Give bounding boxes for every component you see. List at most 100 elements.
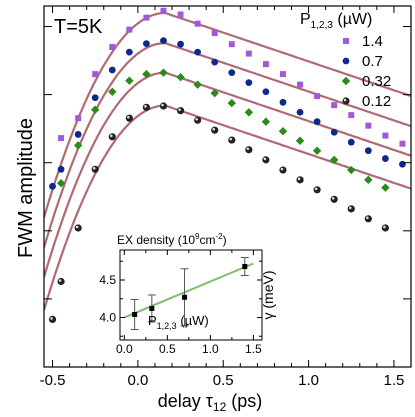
inset-top-label: EX density (109cm-2) bbox=[117, 232, 227, 247]
data-point-0.12-highlight bbox=[280, 167, 284, 171]
data-point-0.12-highlight bbox=[383, 225, 386, 229]
data-point-1.4 bbox=[279, 71, 286, 78]
legend-label-0.32: 0.32 bbox=[362, 73, 391, 90]
inset-plot: 0.0 0.5 1.0 1.5 4.0 4.5 EX density (109cm-2)… bbox=[99, 218, 280, 356]
data-point-0.32 bbox=[329, 155, 339, 165]
data-point-1.4 bbox=[160, 7, 167, 14]
data-point-0.12-highlight bbox=[246, 147, 250, 151]
inset-data-point bbox=[132, 312, 138, 317]
data-point-1.4 bbox=[92, 71, 99, 78]
legend-label-0.12: 0.12 bbox=[362, 93, 391, 110]
fit-curve-0.32 bbox=[44, 71, 411, 278]
data-point-0.32 bbox=[56, 179, 66, 188]
data-point-0.12 bbox=[313, 186, 321, 194]
data-point-0.7 bbox=[125, 48, 133, 56]
annotation-temperature: T=5K bbox=[54, 16, 103, 38]
data-point-0.12 bbox=[142, 103, 151, 111]
inset-background bbox=[106, 218, 280, 355]
data-point-1.4 bbox=[109, 44, 116, 51]
data-point-1.4 bbox=[194, 20, 201, 27]
data-point-0.32 bbox=[159, 68, 168, 77]
data-point-0.7 bbox=[49, 182, 56, 190]
data-point-0.12 bbox=[176, 107, 185, 115]
data-point-0.12 bbox=[347, 205, 355, 213]
data-point-0.7 bbox=[279, 98, 287, 106]
inset-x-tick-label: 0.0 bbox=[116, 342, 133, 356]
data-point-1.4 bbox=[58, 135, 65, 142]
legend-marker-0.32 bbox=[341, 76, 351, 86]
x-tick-label: 1.5 bbox=[384, 372, 405, 389]
data-point-1.4 bbox=[331, 102, 338, 109]
data-point-0.7 bbox=[228, 69, 236, 77]
data-point-0.12-highlight bbox=[314, 187, 318, 191]
inset-fit-line bbox=[123, 262, 254, 319]
data-point-0.12 bbox=[296, 176, 304, 184]
x-tick-label: 1.0 bbox=[298, 372, 319, 389]
inset-y-tick-label: 4.5 bbox=[99, 273, 116, 287]
data-point-0.32 bbox=[108, 87, 117, 96]
data-point-0.12-highlight bbox=[195, 117, 198, 121]
data-point-0.12-highlight bbox=[229, 137, 233, 141]
legend: 1.4 0.7 0.32 0.12 bbox=[341, 33, 391, 110]
inset-x-axis-label: P1,2,3 (µW) bbox=[148, 313, 209, 331]
data-point-0.32 bbox=[261, 117, 271, 126]
data-point-1.4 bbox=[143, 14, 150, 21]
x-tick-label: -0.5 bbox=[40, 372, 66, 389]
inset-y-tick-label: 4.0 bbox=[99, 311, 116, 325]
legend-marker-0.7 bbox=[342, 57, 350, 65]
data-point-1.4 bbox=[348, 112, 355, 119]
inset-frame bbox=[119, 249, 263, 341]
data-point-0.12-highlight bbox=[127, 115, 130, 119]
data-point-0.32 bbox=[193, 80, 202, 89]
data-point-1.4 bbox=[365, 122, 372, 129]
data-point-0.7 bbox=[211, 58, 219, 66]
data-point-0.12-highlight bbox=[58, 279, 62, 282]
data-point-1.4 bbox=[262, 61, 269, 68]
legend-label-1.4: 1.4 bbox=[362, 33, 383, 50]
data-point-0.32 bbox=[347, 165, 356, 175]
x-tick-label: 0.0 bbox=[127, 372, 148, 389]
inset-y-axis-label: γ (meV) bbox=[260, 271, 276, 320]
data-point-0.7 bbox=[91, 94, 99, 102]
data-point-0.12-highlight bbox=[348, 206, 352, 210]
inset-data-point bbox=[149, 306, 155, 311]
data-point-0.7 bbox=[74, 131, 82, 138]
data-point-0.7 bbox=[296, 108, 304, 116]
main-x-ticks: -0.5 0.0 0.5 1.0 1.5 bbox=[40, 6, 412, 389]
data-point-0.7 bbox=[364, 147, 372, 155]
data-point-0.12 bbox=[74, 224, 82, 232]
data-point-0.32 bbox=[312, 146, 322, 155]
data-point-1.4 bbox=[228, 41, 235, 48]
data-point-0.12 bbox=[330, 195, 338, 203]
legend-title: P1,2,3 (µW) bbox=[300, 11, 372, 31]
main-plot: -0.5 0.0 0.5 1.0 1.5 T=5K FWM amplitude dela… bbox=[15, 5, 412, 414]
data-point-1.4 bbox=[245, 50, 252, 57]
inset-x-tick-label: 0.5 bbox=[159, 342, 176, 356]
data-point-1.4 bbox=[126, 26, 133, 33]
data-point-1.4 bbox=[75, 115, 82, 122]
main-plot-frame bbox=[43, 5, 412, 368]
data-point-0.12 bbox=[57, 277, 65, 286]
data-point-0.12-highlight bbox=[263, 157, 267, 161]
data-point-0.12-highlight bbox=[212, 127, 215, 131]
data-point-0.32 bbox=[278, 127, 288, 136]
data-point-0.7 bbox=[347, 138, 355, 146]
data-point-1.4 bbox=[399, 140, 406, 147]
data-point-0.12 bbox=[262, 156, 270, 164]
data-point-0.32 bbox=[244, 108, 254, 117]
data-point-0.32 bbox=[295, 136, 305, 145]
data-point-1.4 bbox=[314, 93, 321, 100]
data-point-0.12-highlight bbox=[331, 197, 335, 200]
data-point-0.7 bbox=[330, 128, 338, 136]
inset-x-tick-label: 1.0 bbox=[202, 342, 219, 356]
legend-marker-0.12 bbox=[342, 97, 350, 105]
data-point-0.12 bbox=[211, 126, 219, 134]
data-point-0.12 bbox=[108, 133, 116, 141]
data-point-1.4 bbox=[297, 81, 304, 88]
data-point-0.12 bbox=[245, 146, 253, 154]
data-point-0.12 bbox=[228, 136, 236, 144]
data-point-0.12 bbox=[279, 166, 287, 174]
data-point-0.12 bbox=[381, 224, 389, 232]
data-point-1.4 bbox=[177, 11, 184, 18]
